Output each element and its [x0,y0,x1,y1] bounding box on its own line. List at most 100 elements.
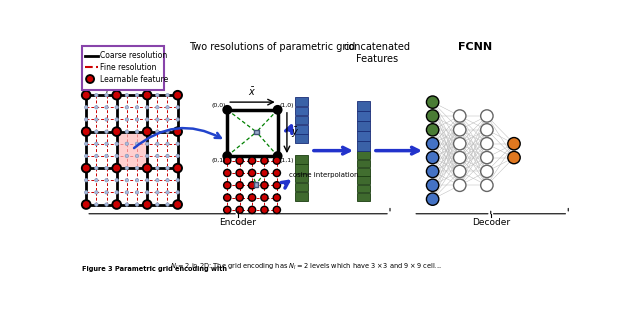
Circle shape [105,118,108,121]
Circle shape [166,166,169,170]
Circle shape [105,94,108,97]
Bar [86,95,178,205]
Bar [358,159,370,167]
Circle shape [454,124,466,136]
Circle shape [105,191,108,194]
Circle shape [84,142,88,145]
Circle shape [156,203,159,206]
Circle shape [166,203,169,206]
Circle shape [145,154,149,158]
Circle shape [273,207,280,213]
Circle shape [248,157,255,164]
Circle shape [156,166,159,170]
Circle shape [84,118,88,121]
Text: Two resolutions of parametric grid: Two resolutions of parametric grid [189,42,355,52]
Circle shape [135,94,139,97]
Text: Fine resolution: Fine resolution [100,63,157,72]
Text: Coarse resolution: Coarse resolution [100,51,168,61]
Circle shape [125,142,129,145]
Circle shape [261,182,268,189]
Bar [296,125,308,134]
Circle shape [454,138,466,150]
Circle shape [275,183,279,188]
Circle shape [83,202,89,207]
Text: Encoder: Encoder [220,218,257,227]
Bar [227,110,278,156]
Circle shape [156,118,159,121]
Circle shape [82,164,90,172]
Circle shape [105,166,108,170]
Circle shape [113,200,121,209]
Circle shape [135,118,139,121]
Circle shape [274,152,282,160]
Circle shape [273,182,280,189]
Circle shape [426,138,439,150]
Bar [296,97,308,106]
Circle shape [125,154,129,158]
Circle shape [156,142,159,145]
Circle shape [236,207,243,213]
Bar [116,132,147,168]
Circle shape [225,207,230,212]
Circle shape [481,179,493,192]
Circle shape [225,183,230,188]
Bar [358,101,370,110]
Circle shape [508,151,520,164]
Bar [358,111,370,121]
Circle shape [237,183,242,188]
Circle shape [115,154,118,158]
Circle shape [236,157,243,164]
Bar [358,193,370,201]
Circle shape [135,166,139,170]
Circle shape [166,191,169,194]
Text: (0,1): (0,1) [211,158,226,163]
Text: $\bar{x}$: $\bar{x}$ [248,85,257,97]
Circle shape [454,151,466,164]
Circle shape [82,127,90,136]
Circle shape [173,164,182,172]
Circle shape [481,110,493,122]
Circle shape [426,193,439,205]
Bar [358,168,370,176]
Circle shape [248,207,255,213]
Circle shape [115,191,118,194]
Circle shape [173,127,182,136]
Circle shape [143,91,152,100]
Circle shape [454,110,466,122]
Circle shape [426,151,439,164]
Circle shape [224,169,231,176]
Bar [296,155,308,164]
Circle shape [114,92,120,98]
Circle shape [223,106,231,114]
Circle shape [176,118,179,121]
Circle shape [114,202,120,207]
Bar [296,173,308,182]
Circle shape [166,94,169,97]
Circle shape [176,178,179,182]
Circle shape [105,178,108,182]
Circle shape [481,124,493,136]
Bar [358,131,370,141]
Circle shape [105,203,108,206]
Circle shape [84,154,88,158]
Circle shape [176,106,179,109]
Circle shape [176,142,179,145]
Circle shape [223,152,231,160]
Circle shape [261,207,268,213]
Bar [296,116,308,124]
Circle shape [143,164,152,172]
Circle shape [88,77,92,81]
Circle shape [175,92,180,98]
Circle shape [176,154,179,158]
Circle shape [143,200,152,209]
Circle shape [105,142,108,145]
Circle shape [156,154,159,158]
Circle shape [508,138,520,150]
Circle shape [95,94,98,97]
Circle shape [95,154,98,158]
Circle shape [261,169,268,176]
Circle shape [125,130,129,133]
Circle shape [236,182,243,189]
Circle shape [175,129,180,134]
Circle shape [262,158,267,163]
